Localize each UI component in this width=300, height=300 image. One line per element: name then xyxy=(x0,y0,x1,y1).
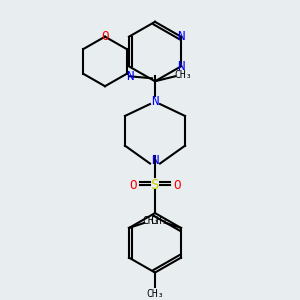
Text: N: N xyxy=(126,70,134,83)
Text: O: O xyxy=(129,179,137,192)
Text: N: N xyxy=(177,30,185,43)
Text: CH₃: CH₃ xyxy=(142,216,160,226)
Text: O: O xyxy=(101,30,109,43)
Text: N: N xyxy=(151,154,159,167)
Text: CH₃: CH₃ xyxy=(146,289,164,299)
Text: CH₃: CH₃ xyxy=(174,70,192,80)
Text: N: N xyxy=(151,94,159,108)
Text: S: S xyxy=(151,178,159,192)
Text: N: N xyxy=(177,60,185,73)
Text: CH₃: CH₃ xyxy=(150,216,168,226)
Text: O: O xyxy=(173,179,181,192)
